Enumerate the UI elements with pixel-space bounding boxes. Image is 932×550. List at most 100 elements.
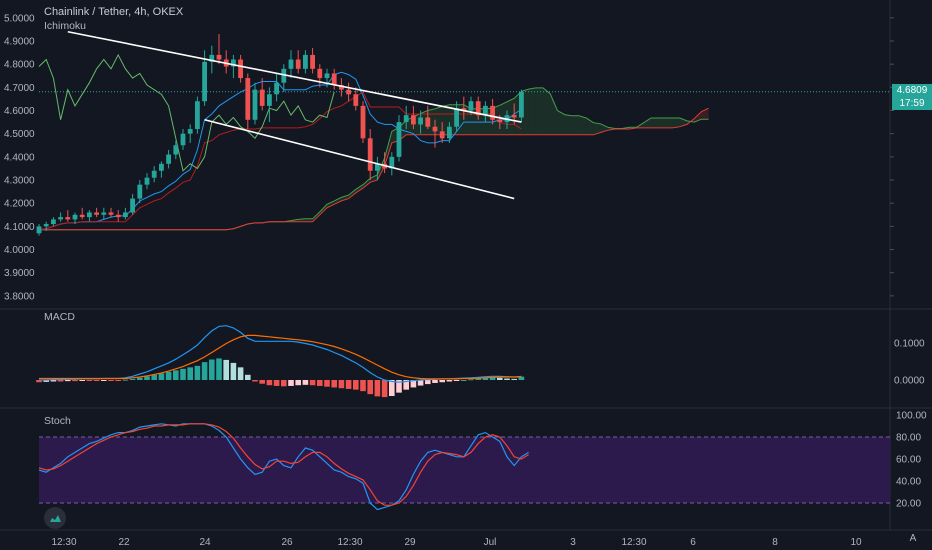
candle-body-28[interactable] xyxy=(238,59,243,79)
candle-body-39[interactable] xyxy=(317,68,323,79)
macd-bar-60[interactable] xyxy=(468,379,474,381)
candle-body-32[interactable] xyxy=(267,94,272,106)
macd-bar-19[interactable] xyxy=(173,370,179,380)
candle-body-61[interactable] xyxy=(475,101,481,116)
macd-bar-55[interactable] xyxy=(432,380,438,383)
macd-bar-21[interactable] xyxy=(187,367,193,380)
macd-bar-53[interactable] xyxy=(417,380,424,386)
tradingview-logo[interactable] xyxy=(44,507,66,529)
candle-body-3[interactable] xyxy=(58,217,63,220)
candle-body-17[interactable] xyxy=(159,163,164,171)
macd-bar-58[interactable] xyxy=(453,380,460,381)
candle-body-18[interactable] xyxy=(166,154,171,164)
macd-bar-1[interactable] xyxy=(43,380,49,382)
macd-bar-59[interactable] xyxy=(461,380,467,381)
macd-bar-40[interactable] xyxy=(324,380,330,387)
macd-bar-46[interactable] xyxy=(367,380,373,395)
candle-body-6[interactable] xyxy=(79,214,85,218)
candle-body-14[interactable] xyxy=(137,184,143,199)
candle-body-34[interactable] xyxy=(281,68,287,83)
macd-bar-50[interactable] xyxy=(396,380,402,393)
macd-bar-8[interactable] xyxy=(93,380,100,381)
candle-body-51[interactable] xyxy=(403,115,409,123)
candle-body-33[interactable] xyxy=(274,82,279,95)
macd-bar-49[interactable] xyxy=(389,380,395,396)
candle-body-10[interactable] xyxy=(108,212,114,215)
macd-bar-3[interactable] xyxy=(57,380,64,382)
macd-bar-38[interactable] xyxy=(309,380,316,386)
macd-bar-42[interactable] xyxy=(338,380,345,389)
macd-bar-27[interactable] xyxy=(230,362,237,380)
macd-bar-57[interactable] xyxy=(446,380,453,382)
candle-body-63[interactable] xyxy=(490,105,495,120)
candle-body-29[interactable] xyxy=(245,78,251,120)
macd-bar-47[interactable] xyxy=(374,380,381,397)
macd-bar-5[interactable] xyxy=(72,380,78,382)
macd-bar-12[interactable] xyxy=(122,379,129,381)
candle-body-57[interactable] xyxy=(447,126,452,139)
candle-body-25[interactable] xyxy=(216,54,222,60)
macd-bar-11[interactable] xyxy=(115,380,121,381)
macd-bar-61[interactable] xyxy=(475,378,481,380)
candle-body-66[interactable] xyxy=(511,115,517,118)
candle-body-24[interactable] xyxy=(209,54,215,62)
auto-scale-button[interactable]: A xyxy=(909,533,917,544)
macd-bar-56[interactable] xyxy=(439,380,445,383)
stoch-label[interactable]: Stoch xyxy=(44,415,71,427)
macd-bar-0[interactable] xyxy=(36,380,42,383)
macd-bar-31[interactable] xyxy=(259,380,265,384)
candle-body-67[interactable] xyxy=(519,91,524,118)
candle-body-44[interactable] xyxy=(353,94,359,106)
macd-pane[interactable] xyxy=(36,325,525,398)
candle-body-43[interactable] xyxy=(346,89,351,95)
candle-body-36[interactable] xyxy=(295,59,301,69)
macd-bar-65[interactable] xyxy=(504,378,510,380)
macd-label[interactable]: MACD xyxy=(44,311,75,323)
macd-bar-30[interactable] xyxy=(252,380,258,382)
candle-body-19[interactable] xyxy=(173,145,179,155)
candle-body-52[interactable] xyxy=(411,115,416,125)
candle-body-53[interactable] xyxy=(418,117,423,125)
candle-body-11[interactable] xyxy=(115,214,121,218)
candle-body-46[interactable] xyxy=(367,138,373,171)
candle-body-31[interactable] xyxy=(259,89,265,106)
macd-bar-66[interactable] xyxy=(511,378,517,380)
candle-body-40[interactable] xyxy=(324,73,330,79)
candle-body-23[interactable] xyxy=(202,61,207,102)
macd-bar-41[interactable] xyxy=(331,380,337,388)
macd-bar-18[interactable] xyxy=(165,371,172,380)
macd-bar-10[interactable] xyxy=(108,380,114,381)
candle-body-42[interactable] xyxy=(339,85,344,90)
macd-bar-37[interactable] xyxy=(302,380,309,385)
candle-body-45[interactable] xyxy=(360,105,366,139)
macd-bar-13[interactable] xyxy=(129,378,136,380)
candle-body-59[interactable] xyxy=(461,108,467,111)
macd-bar-20[interactable] xyxy=(180,368,186,380)
macd-bar-14[interactable] xyxy=(137,377,143,380)
candle-body-37[interactable] xyxy=(303,54,308,69)
candle-body-60[interactable] xyxy=(468,101,474,111)
candle-body-22[interactable] xyxy=(195,101,200,130)
macd-bar-4[interactable] xyxy=(65,380,71,382)
candles[interactable] xyxy=(36,34,524,236)
macd-bar-33[interactable] xyxy=(273,380,280,386)
candle-body-49[interactable] xyxy=(389,156,395,169)
macd-bar-39[interactable] xyxy=(317,380,323,386)
candle-body-27[interactable] xyxy=(231,59,236,67)
macd-bar-43[interactable] xyxy=(345,380,352,389)
trendline-1[interactable] xyxy=(204,119,515,200)
macd-bar-64[interactable] xyxy=(497,377,503,380)
candle-body-62[interactable] xyxy=(483,105,488,116)
macd-bar-44[interactable] xyxy=(353,380,359,390)
macd-bar-26[interactable] xyxy=(223,359,229,380)
candle-body-2[interactable] xyxy=(51,219,56,225)
macd-bar-6[interactable] xyxy=(79,380,85,381)
macd-bar-29[interactable] xyxy=(245,374,251,380)
macd-bar-67[interactable] xyxy=(518,376,525,380)
candle-body-47[interactable] xyxy=(375,163,380,171)
macd-bar-17[interactable] xyxy=(158,373,165,380)
macd-bar-35[interactable] xyxy=(288,380,294,386)
candle-body-9[interactable] xyxy=(101,212,107,215)
candle-body-41[interactable] xyxy=(331,73,337,86)
